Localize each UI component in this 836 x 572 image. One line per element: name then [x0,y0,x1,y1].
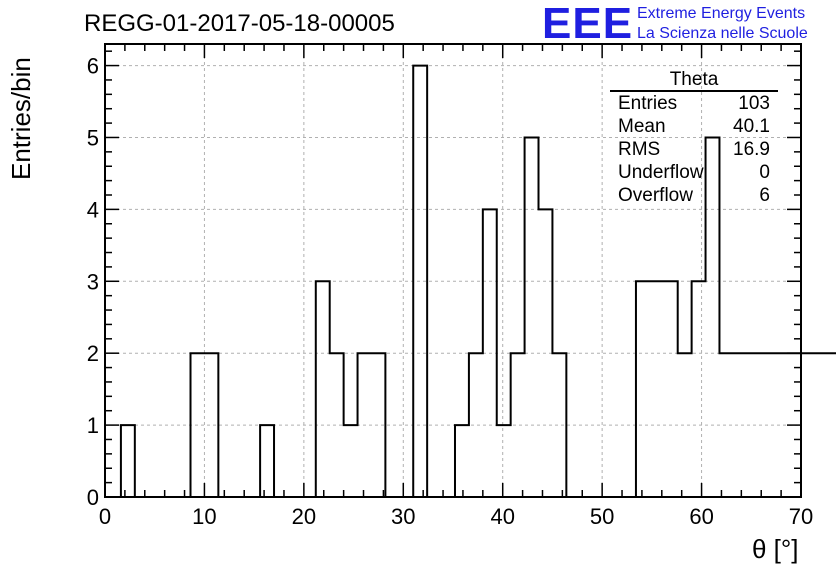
histogram-bin [733,353,747,497]
stats-value: 16.9 [733,139,770,160]
histogram-bars [106,64,836,498]
histogram-bin [191,353,205,497]
stats-label: RMS [618,139,661,160]
y-tick-label: 1 [87,413,99,438]
x-tick-label: 70 [789,504,813,529]
stats-value: 6 [759,185,770,206]
histogram-bin [413,66,427,497]
histogram-bin [539,209,553,497]
y-axis-label: Entries/bin [6,57,36,180]
histogram-bin [204,353,218,497]
stats-value: 40.1 [733,116,770,137]
logo-line-1: Extreme Energy Events [637,5,806,22]
plot-frame [104,43,802,498]
histogram-bin [469,353,483,497]
y-tick-label: 6 [87,54,99,79]
stats-box: Theta Entries 103 Mean 40.1 RMS 16.9 Und… [610,70,778,207]
x-axis-label: θ [°] [752,534,799,564]
histogram-bin [497,425,511,497]
histogram-bin [636,281,650,497]
histogram-bin [719,353,733,497]
stats-row-rms: RMS 16.9 [610,138,778,161]
histogram-bin [775,353,789,497]
x-tick-label: 10 [192,504,216,529]
stats-label: Entries [618,93,678,114]
logo-caption: Extreme Energy Events La Scienza nelle S… [637,4,808,44]
y-tick-label: 0 [87,485,99,510]
x-tick-label: 50 [590,504,614,529]
stats-row-mean: Mean 40.1 [610,115,778,138]
y-tick-label: 2 [87,341,99,366]
stats-row-entries: Entries 103 [610,92,778,115]
histogram-bin [483,209,497,497]
chart-title: REGG-01-2017-05-18-00005 [84,10,395,37]
histogram-bin [358,353,372,497]
stats-value: 103 [738,93,770,114]
histogram-bin [664,281,678,497]
stats-row-overflow: Overflow 6 [610,184,778,207]
histogram-bin [525,137,539,497]
y-tick-label: 3 [87,269,99,294]
stats-title: Theta [610,70,778,92]
stats-row-underflow: Underflow 0 [610,161,778,184]
histogram-bin [330,353,344,497]
histogram-bin [761,353,775,497]
histogram-bin [371,353,385,497]
stats-label: Mean [618,116,666,137]
stats-label: Underflow [618,162,704,183]
histogram-bin [121,425,135,497]
x-tick-label: 60 [689,504,713,529]
logo-line-2: La Scienza nelle Scuole [637,25,808,42]
y-tick-label: 5 [87,125,99,150]
stats-label: Overflow [618,185,693,206]
histogram-bin [831,353,836,497]
histogram-bin [692,281,706,497]
histogram-bin [678,353,692,497]
histogram-bin [803,353,817,497]
stats-value: 0 [759,162,770,183]
histogram-bin [817,353,831,497]
histogram-bin [747,353,761,497]
eee-logo: EEE [542,0,634,48]
histogram-bin [552,353,566,497]
x-tick-label: 20 [292,504,316,529]
histogram-bin [650,281,664,497]
histogram-bin [316,281,330,497]
histogram-bin [455,425,469,497]
x-tick-label: 40 [490,504,514,529]
histogram-bin [344,425,358,497]
y-tick-label: 4 [87,197,99,222]
histogram-bin [511,353,525,497]
x-tick-label: 0 [99,504,111,529]
histogram-bin [260,425,274,497]
x-tick-label: 30 [391,504,415,529]
